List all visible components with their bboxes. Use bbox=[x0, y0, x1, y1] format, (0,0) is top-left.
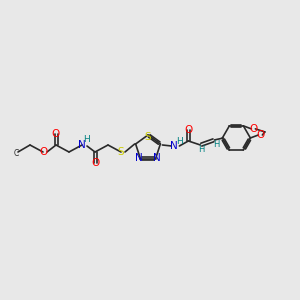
Text: O: O bbox=[256, 130, 265, 140]
Text: H: H bbox=[84, 136, 90, 145]
Text: O: O bbox=[249, 124, 257, 134]
Text: N: N bbox=[170, 141, 178, 151]
Text: H: H bbox=[213, 140, 220, 149]
Text: N: N bbox=[78, 140, 86, 150]
Text: H: H bbox=[176, 137, 183, 146]
Text: O: O bbox=[52, 129, 60, 139]
Text: C: C bbox=[14, 148, 19, 158]
Text: H: H bbox=[198, 146, 205, 154]
Text: O: O bbox=[91, 158, 99, 168]
Text: N: N bbox=[153, 152, 160, 163]
Text: S: S bbox=[145, 132, 151, 142]
Text: S: S bbox=[118, 147, 124, 157]
Text: O: O bbox=[39, 147, 47, 157]
Text: O: O bbox=[184, 125, 193, 135]
Text: N: N bbox=[136, 152, 143, 163]
